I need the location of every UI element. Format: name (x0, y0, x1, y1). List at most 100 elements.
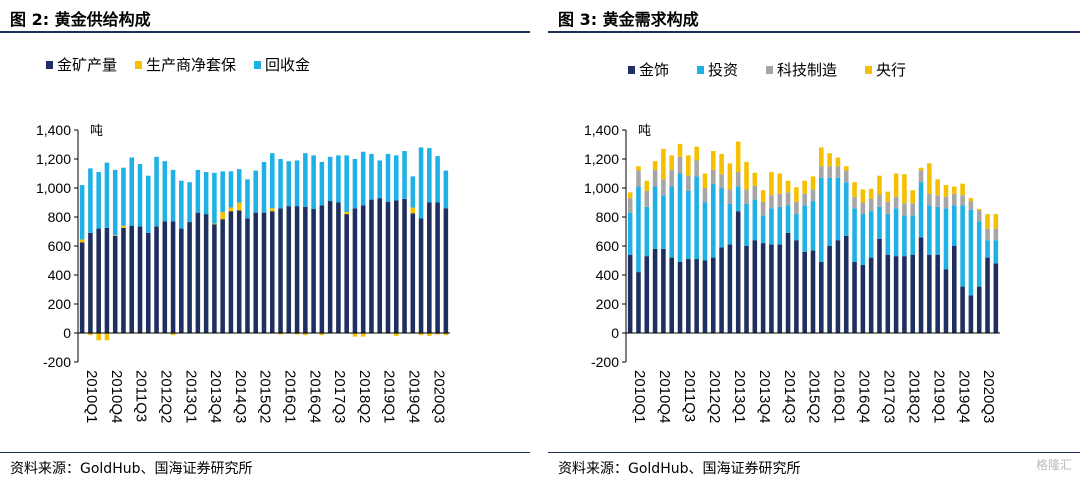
bar-segment (319, 205, 325, 333)
bar-segment (669, 186, 674, 258)
bar-segment (377, 198, 383, 333)
x-tick-label: 2019Q4 (406, 370, 423, 423)
legend-item: 金矿产量 (46, 56, 117, 74)
bar-segment (96, 228, 101, 333)
bar-segment (661, 195, 666, 249)
x-tick-label: 2012Q2 (706, 370, 723, 423)
legend-swatch (865, 66, 872, 74)
bar-segment (294, 160, 300, 207)
x-tick-label: 2018Q2 (905, 370, 922, 423)
y-tick-label: 1,400 (584, 122, 619, 138)
x-tick-label: 2019Q1 (381, 370, 398, 423)
bar-segment (278, 159, 283, 209)
x-tick-label: 2017Q3 (331, 370, 348, 423)
bar-segment (669, 169, 674, 187)
bar-segment (669, 257, 674, 333)
bar-segment (860, 214, 866, 265)
bar-segment (868, 188, 874, 199)
bar-segment (220, 211, 225, 220)
bar-segment (810, 189, 816, 202)
bar-segment (269, 208, 275, 212)
bar-segment (360, 333, 366, 337)
x-tick-label: 2011Q3 (681, 370, 698, 422)
bar-segment (935, 206, 940, 255)
legend-label: 金矿产量 (57, 56, 117, 74)
bar-segment (303, 206, 308, 333)
bar-segment (694, 176, 699, 260)
bar-segment (79, 242, 85, 333)
y-tick-label: 600 (48, 238, 72, 254)
bar-segment (686, 259, 691, 333)
bar-segment (677, 143, 683, 157)
bar-segment (410, 207, 416, 214)
bar-segment (993, 240, 999, 264)
bar-segment (644, 206, 650, 257)
bar-segment (902, 203, 907, 216)
bar-segment (868, 257, 874, 333)
bar-segment (952, 205, 957, 246)
bar-segment (344, 155, 349, 212)
x-tick-label: 2010Q1 (631, 370, 648, 423)
bar-segment (418, 333, 424, 336)
bar-segment (129, 225, 135, 333)
y-tick-label: 400 (596, 267, 620, 283)
x-tick-label: 2012Q2 (158, 370, 175, 423)
bar-segment (835, 177, 841, 241)
legend-swatch (254, 61, 261, 69)
bar-segment (752, 172, 758, 186)
bar-segment (877, 238, 882, 333)
x-tick-label: 2010Q1 (83, 370, 100, 423)
x-tick-label: 2010Q4 (656, 370, 673, 423)
bar-segment (927, 254, 932, 333)
bar-segment (644, 256, 650, 333)
x-tick-label: 2019Q1 (930, 370, 947, 423)
bar-segment (744, 161, 749, 190)
bar-segment (369, 153, 374, 200)
source-note: 资料来源：GoldHub、国海证券研究所 (558, 461, 801, 477)
bar-segment (228, 171, 234, 208)
bar-segment (702, 173, 708, 188)
bar-segment (627, 254, 633, 333)
bar-segment (627, 212, 633, 255)
bar-segment (852, 208, 857, 262)
bar-segment (661, 179, 666, 196)
bar-segment (195, 212, 201, 333)
bar-segment (352, 208, 358, 333)
bar-segment (802, 251, 807, 333)
bar-segment (877, 206, 882, 239)
bar-segment (319, 333, 325, 336)
bar-segment (777, 193, 783, 207)
bar-segment (636, 170, 641, 187)
bar-segment (636, 186, 641, 273)
x-tick-label: 2016Q1 (831, 370, 848, 423)
bar-segment (719, 174, 724, 188)
bar-segment (319, 161, 325, 206)
bar-segment (294, 206, 300, 333)
bar-segment (427, 148, 432, 203)
bar-segment (286, 161, 292, 207)
bar-segment (785, 180, 791, 193)
bar-segment (443, 208, 449, 333)
bar-segment (710, 169, 716, 184)
bar-segment (819, 261, 824, 333)
y-tick-label: 1,000 (36, 180, 71, 196)
bar-segment (636, 166, 641, 171)
bar-segment (427, 333, 432, 336)
bar-segment (777, 206, 783, 245)
bar-segment (943, 185, 949, 197)
bar-segment (794, 201, 799, 215)
bar-segment (336, 202, 341, 333)
bar-segment (927, 193, 932, 206)
bar-segment (661, 148, 666, 180)
bar-segment (179, 180, 184, 229)
bar-segment (835, 240, 841, 333)
bar-segment (860, 264, 866, 333)
bar-segment (661, 248, 666, 333)
bar-segment (627, 198, 633, 213)
bar-segment (694, 146, 699, 161)
legend-item: 央行 (865, 61, 906, 79)
chart-title: 图 2: 黄金供给构成 (10, 10, 151, 29)
bar-segment (968, 295, 974, 333)
bar-segment (985, 240, 990, 258)
bar-segment (744, 203, 749, 246)
